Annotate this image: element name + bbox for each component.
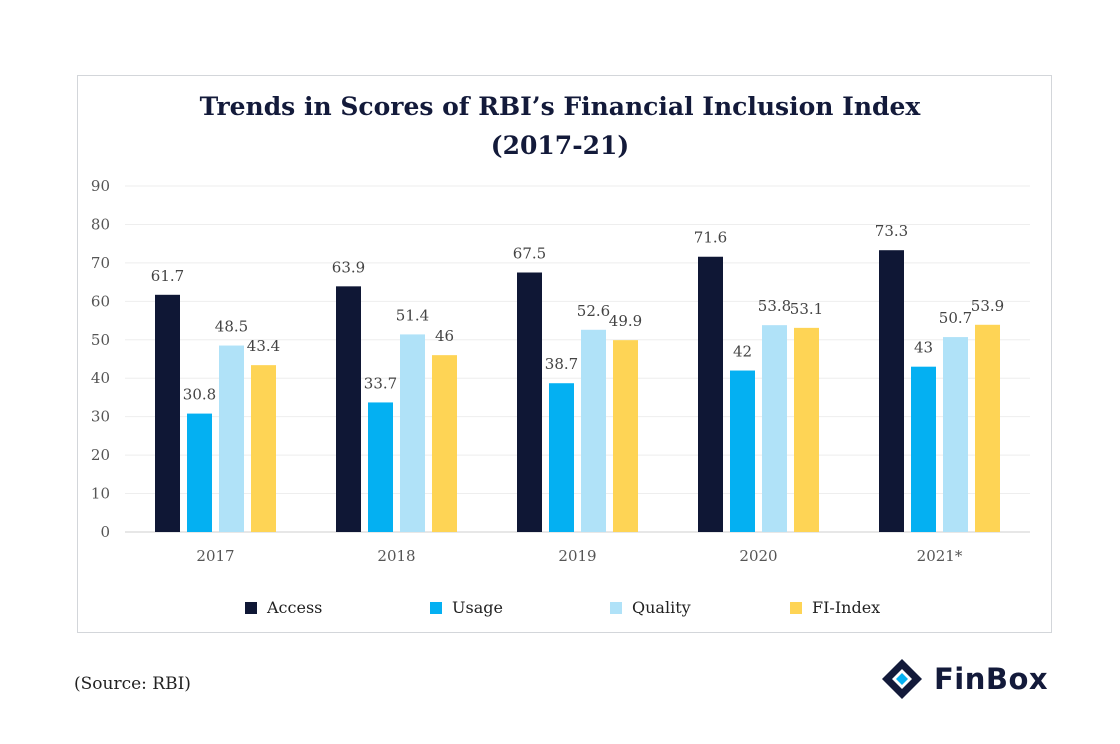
data-label: 53.1 [790, 300, 823, 318]
data-label: 51.4 [396, 306, 429, 324]
bar-access [698, 256, 723, 532]
brand-name: FinBox [934, 662, 1049, 696]
legend-item: Quality [610, 598, 691, 617]
data-label: 48.5 [215, 318, 248, 336]
bar-quality [762, 325, 787, 532]
data-label: 46 [435, 327, 454, 345]
data-label: 73.3 [875, 222, 908, 240]
bar-usage [368, 402, 393, 532]
y-tick-label: 70 [91, 254, 110, 272]
y-tick-label: 90 [91, 177, 110, 195]
data-label: 63.9 [332, 258, 365, 276]
data-label: 49.9 [609, 312, 642, 330]
bar-usage [549, 383, 574, 532]
legend-swatch [610, 601, 622, 614]
y-tick-label: 60 [91, 292, 110, 310]
legend-item: FI-Index [790, 598, 880, 617]
bar-access [517, 272, 542, 532]
data-label: 52.6 [577, 302, 610, 320]
legend-swatch [790, 601, 802, 614]
x-tick-label: 2018 [377, 547, 415, 565]
data-label: 53.9 [971, 297, 1004, 315]
chart-subtitle: (2017-21) [490, 130, 630, 160]
x-tick-label: 2020 [739, 547, 777, 565]
bar-access [155, 294, 180, 532]
y-tick-label: 50 [91, 331, 110, 349]
data-label: 50.7 [939, 309, 972, 327]
bar-access [336, 286, 361, 532]
bar-usage [187, 413, 212, 532]
y-tick-label: 10 [91, 485, 110, 503]
x-tick-label: 2021* [917, 547, 963, 565]
bar-quality [943, 337, 968, 532]
chart-title: Trends in Scores of RBI’s Financial Incl… [0, 88, 1120, 166]
x-tick-label: 2019 [558, 547, 596, 565]
y-tick-label: 40 [91, 369, 110, 387]
legend-label: Usage [452, 598, 503, 617]
data-label: 38.7 [545, 355, 578, 373]
bar-fi-index [975, 324, 1000, 532]
bar-quality [219, 345, 244, 532]
y-tick-label: 80 [91, 215, 110, 233]
legend-item: Usage [430, 598, 503, 617]
data-label: 67.5 [513, 245, 546, 263]
legend-label: FI-Index [812, 598, 881, 617]
bar-quality [581, 329, 606, 532]
data-label: 33.7 [364, 374, 397, 392]
bar-usage [730, 370, 755, 532]
source-note: (Source: RBI) [74, 674, 191, 694]
finbox-logo-icon [882, 659, 922, 699]
legend-swatch [245, 601, 257, 614]
brand-logo: FinBox [880, 656, 1048, 702]
bar-access [879, 250, 904, 533]
bar-fi-index [432, 355, 457, 532]
legend-swatch [430, 601, 442, 614]
data-label: 43.4 [247, 337, 280, 355]
legend-label: Quality [632, 598, 691, 617]
bar-fi-index [794, 327, 819, 532]
data-label: 43 [914, 339, 933, 357]
bar-usage [911, 366, 936, 532]
bar-fi-index [251, 365, 276, 532]
data-label: 61.7 [151, 267, 184, 285]
data-label: 30.8 [183, 386, 216, 404]
bar-fi-index [613, 340, 638, 532]
chart-legend: Access Usage Quality FI-Index [0, 596, 1120, 620]
chart-title-line: Trends in Scores of RBI’s Financial Incl… [199, 92, 921, 121]
y-tick-label: 20 [91, 446, 110, 464]
bar-quality [400, 334, 425, 532]
legend-item: Access [245, 598, 322, 617]
y-tick-label: 0 [100, 523, 110, 541]
legend-label: Access [267, 598, 323, 617]
x-tick-label: 2017 [196, 547, 234, 565]
data-label: 71.6 [694, 229, 727, 247]
y-tick-label: 30 [91, 408, 110, 426]
data-label: 42 [733, 343, 752, 361]
data-label: 53.8 [758, 297, 791, 315]
